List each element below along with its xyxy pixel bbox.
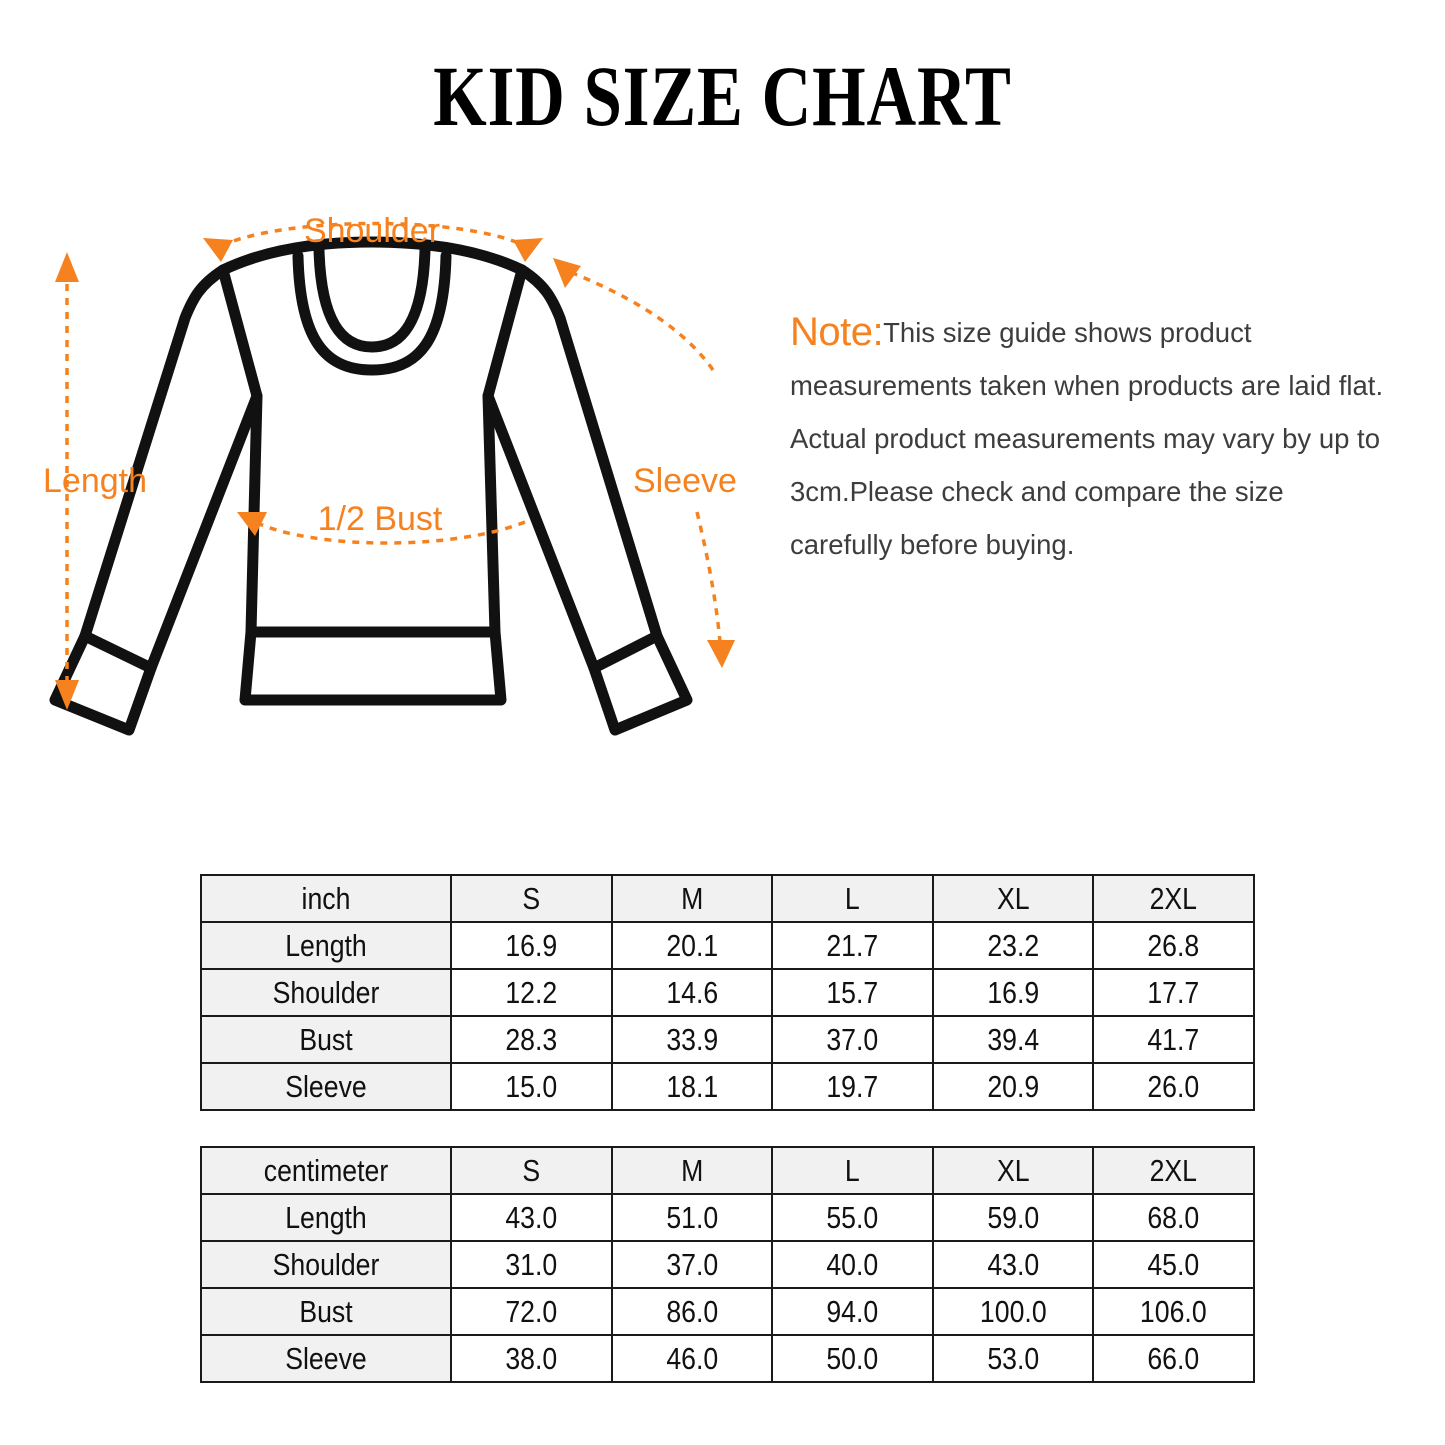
table-row: Shoulder 12.2 14.6 15.7 16.9 17.7 — [200, 968, 1255, 1017]
table-cell: 40.0 — [771, 1240, 934, 1289]
row-label: Length — [200, 921, 452, 970]
table-cell: 17.7 — [1092, 968, 1255, 1017]
table-cell: 43.0 — [450, 1193, 613, 1242]
row-label: Length — [200, 1193, 452, 1242]
column-header-2xl: 2XL — [1092, 874, 1255, 923]
column-header-unit: centimeter — [200, 1146, 452, 1195]
garment-diagram: Shoulder Length 1/2 Bust Sleeve — [25, 200, 785, 770]
table-row: Bust 28.3 33.9 37.0 39.4 41.7 — [200, 1015, 1255, 1064]
half-bust-label: 1/2 Bust — [318, 500, 443, 538]
table-cell: 39.4 — [931, 1015, 1095, 1064]
column-header-2xl: 2XL — [1092, 1146, 1255, 1195]
table-cell: 14.6 — [610, 968, 774, 1017]
shoulder-arrow-line — [220, 221, 526, 248]
column-header-m: M — [610, 1146, 774, 1195]
table-cell: 41.7 — [1092, 1015, 1255, 1064]
row-label: Sleeve — [200, 1334, 452, 1383]
table-cell: 106.0 — [1092, 1287, 1255, 1336]
table-cell: 21.7 — [771, 921, 934, 970]
table-cell: 66.0 — [1092, 1334, 1255, 1383]
table-row: Bust 72.0 86.0 94.0 100.0 106.0 — [200, 1287, 1255, 1336]
column-header-s: S — [450, 874, 613, 923]
sleeve-arrow-line-upper — [569, 270, 715, 372]
row-label: Bust — [200, 1015, 452, 1064]
table-cell: 15.0 — [450, 1062, 613, 1111]
table-cell: 86.0 — [610, 1287, 774, 1336]
row-label: Sleeve — [200, 1062, 452, 1111]
table-cell: 38.0 — [450, 1334, 613, 1383]
table-cell: 23.2 — [931, 921, 1095, 970]
measurement-annotations — [55, 221, 735, 710]
sleeve-arrowhead-upper — [553, 258, 581, 288]
shoulder-arrowhead-left — [203, 238, 233, 262]
row-label: Bust — [200, 1287, 452, 1336]
table-row: Sleeve 38.0 46.0 50.0 53.0 66.0 — [200, 1334, 1255, 1383]
half-bust-arrowhead-left — [237, 512, 267, 536]
length-label: Length — [43, 462, 147, 500]
table-cell: 18.1 — [610, 1062, 774, 1111]
table-cell: 26.8 — [1092, 921, 1255, 970]
table-cell: 46.0 — [610, 1334, 774, 1383]
table-cell: 16.9 — [450, 921, 613, 970]
table-cell: 68.0 — [1092, 1193, 1255, 1242]
sleeve-arrow-line-lower — [695, 511, 722, 643]
table-cell: 33.9 — [610, 1015, 774, 1064]
sleeve-arrowhead-lower — [707, 640, 735, 668]
table-cell: 94.0 — [771, 1287, 934, 1336]
table-row: Length 43.0 51.0 55.0 59.0 68.0 — [200, 1193, 1255, 1242]
column-header-xl: XL — [931, 874, 1095, 923]
table-row: Sleeve 15.0 18.1 19.7 20.9 26.0 — [200, 1062, 1255, 1111]
size-table-inch: inch S M L XL 2XL Length 16.9 20.1 21.7 … — [200, 874, 1255, 1111]
sweatshirt-outline — [49, 236, 693, 736]
column-header-m: M — [610, 874, 774, 923]
table-cell: 55.0 — [771, 1193, 934, 1242]
table-cell: 50.0 — [771, 1334, 934, 1383]
table-cell: 12.2 — [450, 968, 613, 1017]
sleeve-label: Sleeve — [633, 462, 737, 500]
table-cell: 15.7 — [771, 968, 934, 1017]
table-cell: 26.0 — [1092, 1062, 1255, 1111]
column-header-unit: inch — [200, 874, 452, 923]
length-arrowhead-bottom — [55, 680, 79, 710]
shoulder-arrowhead-right — [513, 238, 543, 262]
row-label: Shoulder — [200, 968, 452, 1017]
note-body: This size guide shows product measuremen… — [790, 317, 1384, 560]
page-title: KID SIZE CHART — [433, 48, 1012, 144]
table-cell: 51.0 — [610, 1193, 774, 1242]
half-bust-arrow-line — [254, 520, 526, 545]
table-row: Length 16.9 20.1 21.7 23.2 26.8 — [200, 921, 1255, 970]
length-arrowhead-top — [55, 252, 79, 282]
table-cell: 53.0 — [931, 1334, 1095, 1383]
shoulder-label: Shoulder — [304, 212, 440, 250]
size-table-centimeter: centimeter S M L XL 2XL Length 43.0 51.0… — [200, 1146, 1255, 1383]
table-cell: 31.0 — [450, 1240, 613, 1289]
table-cell: 37.0 — [610, 1240, 774, 1289]
table-cell: 16.9 — [931, 968, 1095, 1017]
column-header-s: S — [450, 1146, 613, 1195]
table-cell: 59.0 — [931, 1193, 1095, 1242]
table-row: Shoulder 31.0 37.0 40.0 43.0 45.0 — [200, 1240, 1255, 1289]
note-block: Note:This size guide shows product measu… — [790, 306, 1390, 571]
table-cell: 28.3 — [450, 1015, 613, 1064]
column-header-l: L — [771, 1146, 934, 1195]
table-cell: 20.9 — [931, 1062, 1095, 1111]
table-header-row: inch S M L XL 2XL — [200, 874, 1255, 923]
note-label: Note: — [790, 310, 884, 354]
table-cell: 100.0 — [931, 1287, 1095, 1336]
table-cell: 43.0 — [931, 1240, 1095, 1289]
table-header-row: centimeter S M L XL 2XL — [200, 1146, 1255, 1195]
row-label: Shoulder — [200, 1240, 452, 1289]
column-header-l: L — [771, 874, 934, 923]
table-cell: 72.0 — [450, 1287, 613, 1336]
table-cell: 20.1 — [610, 921, 774, 970]
table-cell: 45.0 — [1092, 1240, 1255, 1289]
table-cell: 37.0 — [771, 1015, 934, 1064]
column-header-xl: XL — [931, 1146, 1095, 1195]
table-cell: 19.7 — [771, 1062, 934, 1111]
